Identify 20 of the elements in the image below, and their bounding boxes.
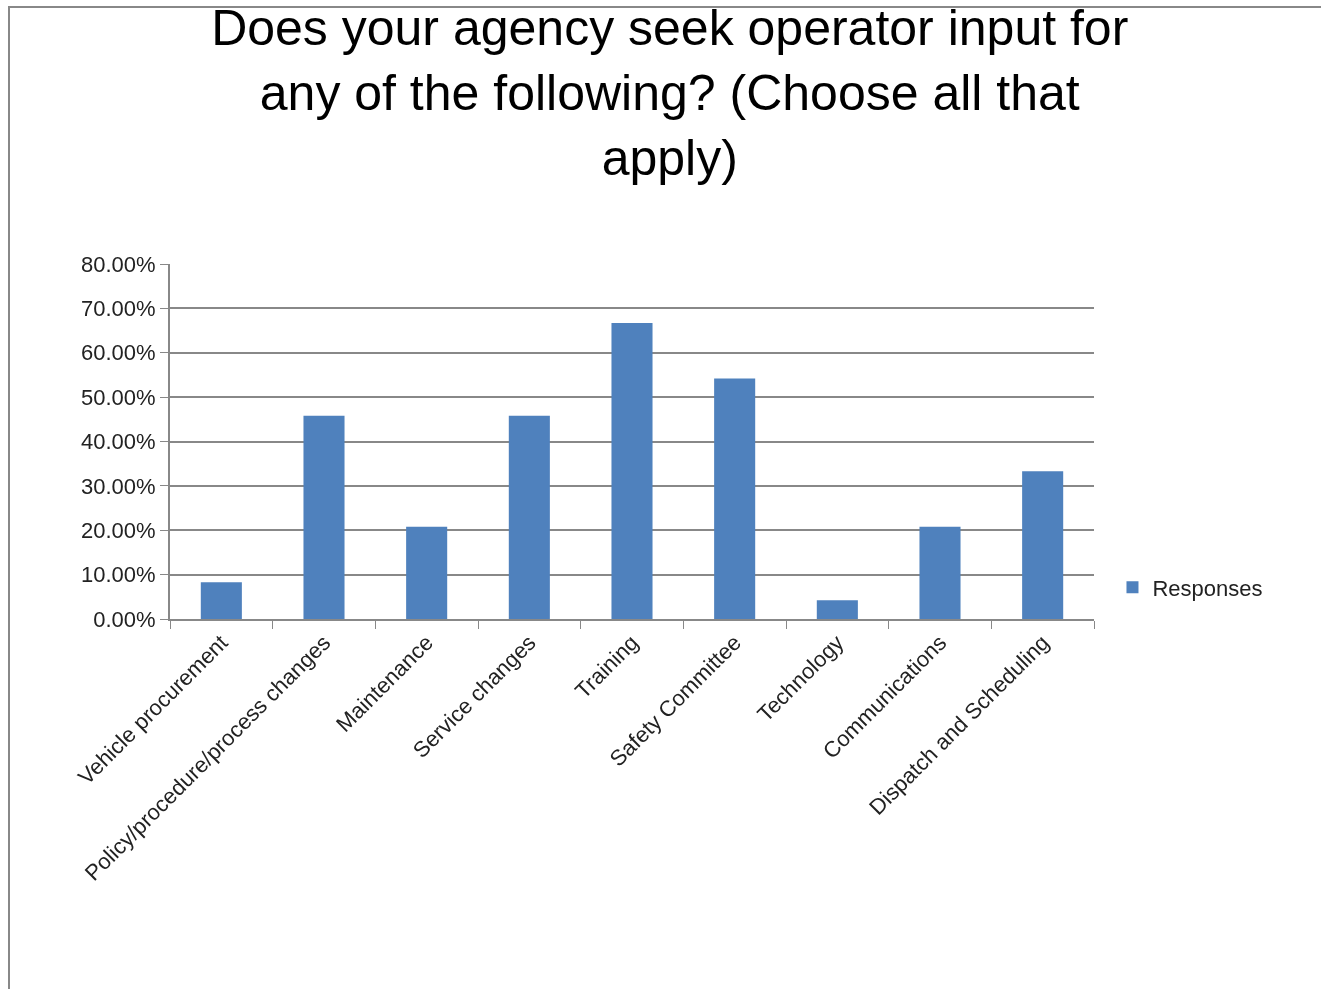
bar [1022, 471, 1064, 619]
y-tick-label: 0.00% [93, 606, 156, 632]
y-tick-label: 20.00% [80, 517, 156, 543]
bar [919, 526, 961, 619]
y-tick-label: 10.00% [80, 562, 156, 588]
legend-label: Responses [1152, 575, 1263, 601]
y-tick-label: 30.00% [80, 473, 156, 499]
bar [508, 415, 550, 619]
y-tick-label: 80.00% [80, 251, 156, 277]
bar [200, 582, 242, 619]
y-tick-label: 60.00% [80, 340, 156, 366]
y-tick-label: 70.00% [80, 296, 156, 322]
chart-title: Does your agency seek operator input for any of the following? (Choose all that apply) [211, 0, 1129, 186]
y-tick-label: 50.00% [80, 384, 156, 410]
bar [714, 378, 756, 619]
bar [816, 600, 858, 619]
bar [611, 323, 653, 619]
bar [303, 415, 345, 619]
bar [406, 526, 448, 619]
y-tick-label: 40.00% [80, 429, 156, 455]
